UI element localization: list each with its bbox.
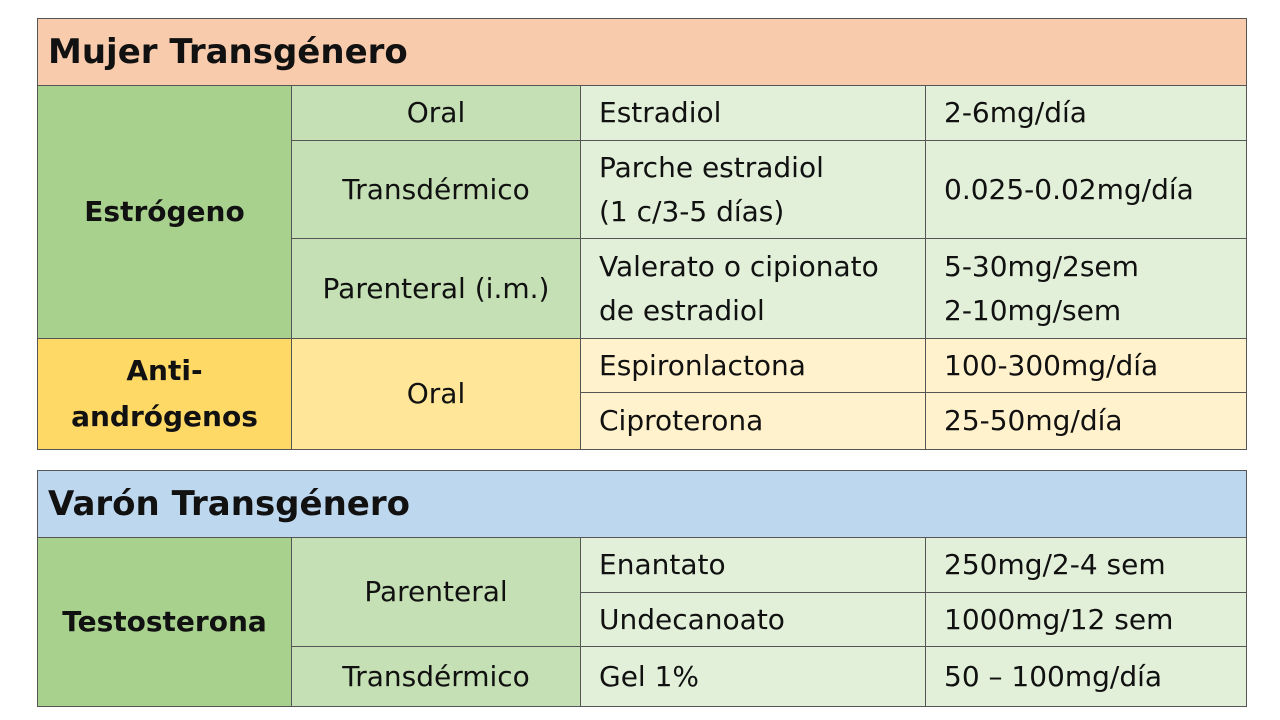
drug-cell: Gel 1% <box>580 646 926 707</box>
route-cell: Parenteral <box>291 537 581 647</box>
drug-cell: Undecanoato <box>580 592 926 647</box>
dose-cell: 5-30mg/2sem 2-10mg/sem <box>925 238 1247 339</box>
drug-cell: Espironlactona <box>580 338 926 393</box>
route-cell: Oral <box>291 338 581 450</box>
dose-cell: 2-6mg/día <box>925 85 1247 141</box>
drug-cell: Enantato <box>580 537 926 593</box>
route-cell: Parenteral (i.m.) <box>291 238 581 339</box>
drug-cell: Valerato o cipionato de estradiol <box>580 238 926 339</box>
dose-cell: 25-50mg/día <box>925 392 1247 450</box>
drug-cell: Estradiol <box>580 85 926 141</box>
table-title: Varón Transgénero <box>37 470 1247 538</box>
dose-cell: 100-300mg/día <box>925 338 1247 393</box>
drug-cell: Ciproterona <box>580 392 926 450</box>
hormone-cell: Estrógeno <box>37 85 292 339</box>
drug-cell: Parche estradiol (1 c/3-5 días) <box>580 140 926 239</box>
route-cell: Transdérmico <box>291 140 581 239</box>
dose-cell: 1000mg/12 sem <box>925 592 1247 647</box>
hormone-cell: Anti- andrógenos <box>37 338 292 450</box>
route-cell: Transdérmico <box>291 646 581 707</box>
dose-cell: 0.025-0.02mg/día <box>925 140 1247 239</box>
dose-cell: 250mg/2-4 sem <box>925 537 1247 593</box>
dose-cell: 50 – 100mg/día <box>925 646 1247 707</box>
table-title: Mujer Transgénero <box>37 18 1247 86</box>
hormone-cell: Testosterona <box>37 537 292 707</box>
route-cell: Oral <box>291 85 581 141</box>
